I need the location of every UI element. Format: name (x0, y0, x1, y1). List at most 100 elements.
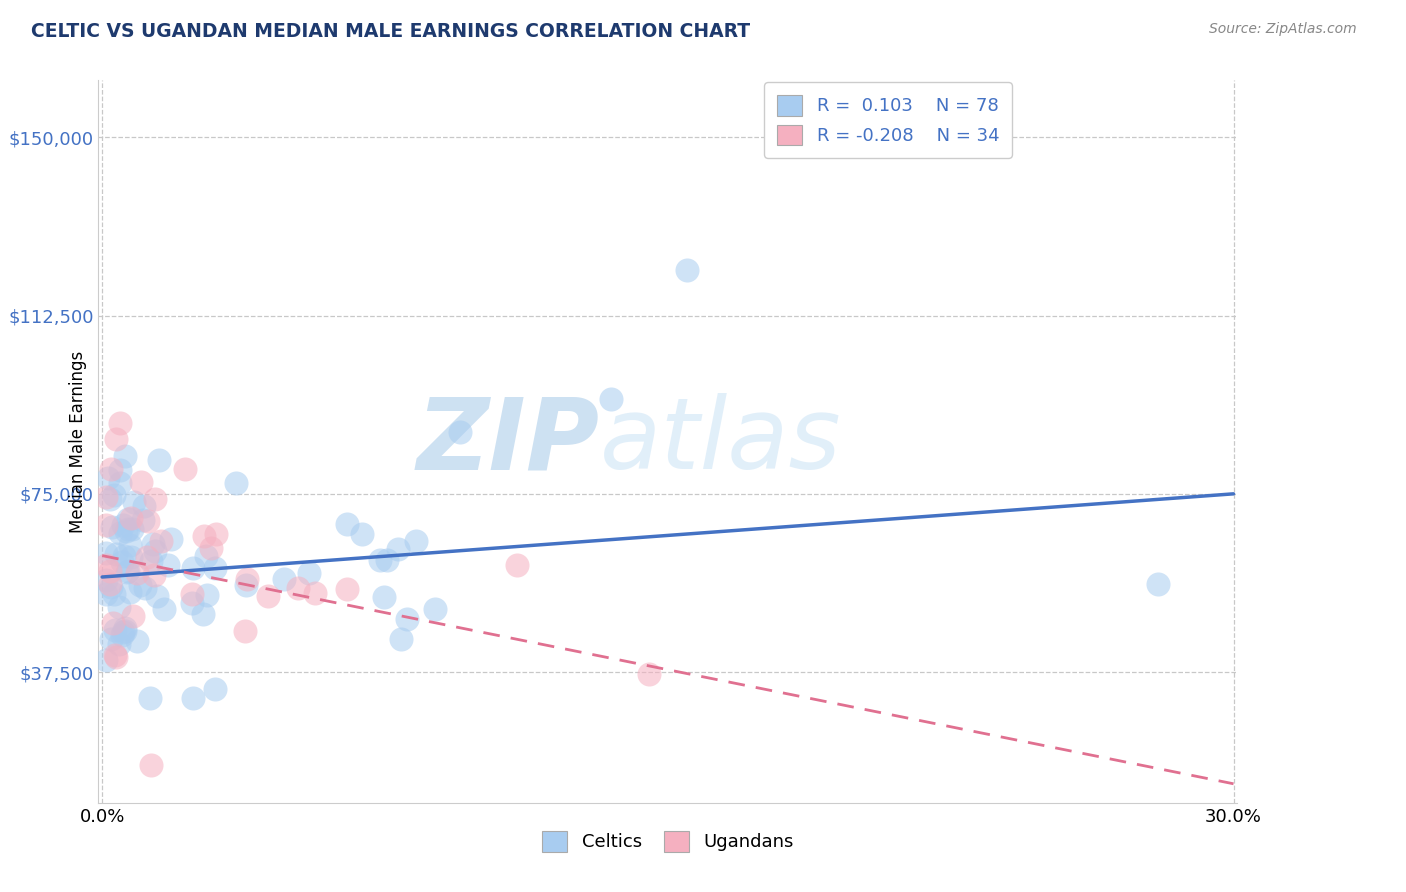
Point (104, 648, 127, 663)
Point (143, 543, 166, 558)
Point (146, 590, 169, 604)
Point (336, 517, 359, 532)
Point (405, 534, 427, 549)
Point (105, 547, 128, 561)
Point (200, 541, 222, 555)
Point (235, 578, 257, 592)
Point (100, 462, 122, 476)
Point (142, 567, 165, 582)
Point (110, 463, 132, 477)
Point (449, 425, 471, 439)
Point (94, 653, 117, 667)
Point (100, 580, 122, 594)
Point (100, 564, 122, 578)
Point (108, 476, 131, 491)
Point (1147, 577, 1170, 591)
Point (97, 471, 120, 485)
Point (98, 492, 121, 507)
Point (117, 512, 139, 526)
Point (114, 449, 136, 463)
Point (107, 637, 129, 651)
Point (236, 572, 259, 586)
Point (129, 475, 152, 489)
Point (423, 601, 446, 615)
Point (336, 582, 359, 596)
Point (94, 558, 117, 572)
Point (94, 587, 117, 601)
Point (395, 612, 418, 626)
Point (148, 452, 170, 467)
Point (125, 566, 148, 580)
Point (157, 558, 180, 572)
Point (304, 586, 326, 600)
Point (141, 757, 163, 772)
Point (94, 518, 117, 533)
Point (181, 691, 204, 706)
Point (375, 553, 398, 567)
Point (100, 632, 122, 646)
Point (103, 587, 125, 601)
Point (506, 558, 529, 573)
Point (111, 627, 134, 641)
Point (98, 576, 121, 591)
Text: ZIP: ZIP (416, 393, 599, 490)
Point (143, 492, 166, 507)
Text: Source: ZipAtlas.com: Source: ZipAtlas.com (1209, 22, 1357, 37)
Point (139, 691, 162, 706)
Point (173, 462, 195, 476)
Point (111, 518, 134, 533)
Point (104, 432, 127, 446)
Point (257, 589, 280, 603)
Y-axis label: Median Male Earnings: Median Male Earnings (69, 351, 87, 533)
Point (114, 624, 136, 638)
Point (152, 601, 174, 615)
Point (204, 681, 226, 696)
Point (114, 621, 136, 635)
Point (181, 560, 204, 574)
Text: atlas: atlas (599, 393, 841, 490)
Point (112, 625, 135, 640)
Point (115, 524, 138, 538)
Point (195, 588, 218, 602)
Point (121, 522, 143, 536)
Point (233, 624, 256, 638)
Point (120, 538, 142, 552)
Point (205, 527, 228, 541)
Point (389, 632, 412, 647)
Point (117, 522, 139, 536)
Point (373, 590, 395, 604)
Point (105, 649, 128, 664)
Point (134, 581, 156, 595)
Point (195, 549, 218, 563)
Point (136, 514, 159, 528)
Point (600, 392, 623, 406)
Text: CELTIC VS UGANDAN MEDIAN MALE EARNINGS CORRELATION CHART: CELTIC VS UGANDAN MEDIAN MALE EARNINGS C… (31, 22, 749, 41)
Point (675, 263, 697, 277)
Point (120, 584, 142, 599)
Point (204, 561, 226, 575)
Point (132, 499, 155, 513)
Point (120, 511, 142, 525)
Point (103, 488, 125, 502)
Point (352, 526, 374, 541)
Point (112, 549, 135, 563)
Point (101, 519, 124, 533)
Point (191, 607, 214, 621)
Point (117, 564, 139, 578)
Point (159, 532, 181, 546)
Point (94, 546, 117, 560)
Point (387, 542, 409, 557)
Point (108, 525, 131, 540)
Point (110, 416, 132, 430)
Point (94, 573, 117, 587)
Point (115, 565, 138, 579)
Point (136, 550, 159, 565)
Point (101, 615, 124, 630)
Point (122, 494, 145, 508)
Point (193, 529, 215, 543)
Point (298, 566, 321, 581)
Point (122, 609, 145, 624)
Point (120, 550, 142, 565)
Point (131, 513, 153, 527)
Point (139, 554, 162, 568)
